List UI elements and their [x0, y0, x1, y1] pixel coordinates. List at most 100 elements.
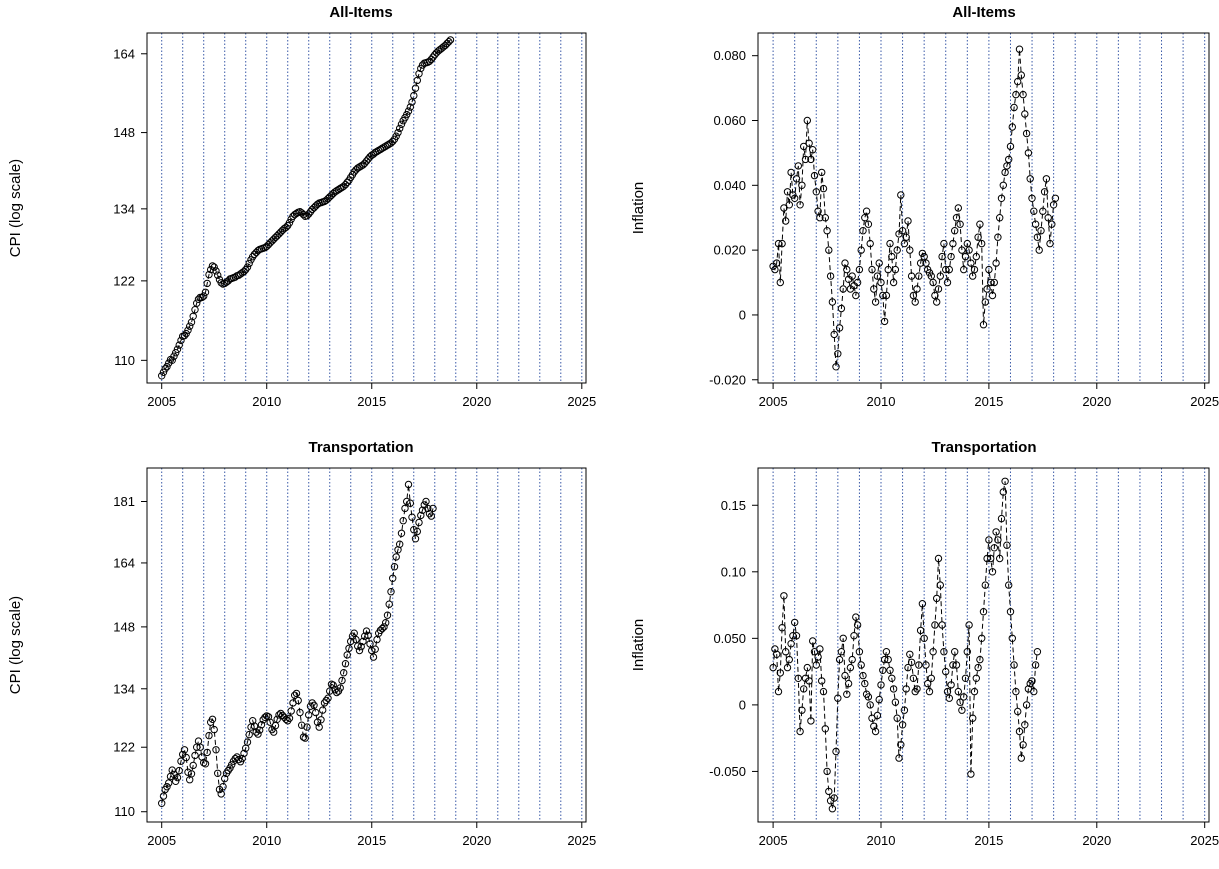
- data-point: [862, 207, 871, 215]
- data-point: [1037, 227, 1045, 235]
- data-point: [776, 669, 784, 677]
- data-point: [298, 721, 306, 729]
- data-point: [920, 634, 928, 642]
- data-point: [884, 655, 892, 664]
- plot-frame: [757, 467, 1210, 823]
- data-point: [294, 696, 302, 705]
- x-tick-label-2015: 2015: [974, 394, 1003, 409]
- data-point: [783, 188, 792, 196]
- data-point: [292, 689, 301, 698]
- data-point: [778, 239, 786, 248]
- series-line: [772, 481, 1038, 809]
- data-point: [208, 262, 217, 270]
- data-point: [322, 696, 330, 705]
- data-point: [852, 291, 860, 300]
- data-point: [308, 699, 316, 707]
- data-point: [943, 278, 952, 287]
- data-point: [1030, 207, 1038, 215]
- data-point: [212, 746, 220, 754]
- data-point: [221, 774, 229, 783]
- x-tick-label-2010: 2010: [252, 833, 281, 848]
- data-point: [177, 757, 185, 765]
- data-point: [963, 239, 971, 248]
- data-point: [317, 716, 325, 724]
- data-point: [387, 588, 395, 596]
- data-point: [168, 766, 176, 774]
- data-point: [969, 272, 977, 280]
- data-point: [942, 667, 950, 676]
- data-point: [787, 168, 795, 177]
- data-point: [1031, 220, 1040, 228]
- data-point: [1006, 608, 1015, 616]
- data-point: [158, 799, 166, 807]
- data-point: [203, 279, 211, 288]
- data-point: [978, 634, 986, 642]
- data-point: [782, 217, 790, 225]
- data-point: [810, 171, 819, 180]
- data-point: [403, 497, 411, 506]
- x-tick-label-2005: 2005: [759, 394, 788, 409]
- data-point: [418, 506, 427, 514]
- data-point: [934, 554, 943, 563]
- data-point: [915, 661, 923, 669]
- data-point: [380, 623, 388, 631]
- data-point: [826, 272, 835, 280]
- data-point: [1010, 661, 1018, 669]
- data-point: [368, 646, 376, 655]
- x-tick-label-2010: 2010: [867, 833, 896, 848]
- data-point: [902, 685, 910, 693]
- data-point: [268, 237, 276, 245]
- data-point: [965, 246, 973, 254]
- data-point: [859, 227, 867, 235]
- y-tick-label-0-040: 0.040: [713, 178, 746, 193]
- data-point: [378, 624, 386, 633]
- y-tick-label-0-020: 0.020: [713, 243, 746, 258]
- data-point: [886, 666, 894, 674]
- data-point: [853, 621, 862, 629]
- data-point: [830, 794, 838, 802]
- data-point: [299, 733, 308, 741]
- y-tick-label-134: 134: [113, 681, 135, 696]
- data-point: [922, 661, 930, 669]
- data-point: [888, 252, 896, 261]
- data-point: [389, 574, 397, 582]
- data-point: [282, 715, 290, 723]
- data-point: [864, 693, 873, 701]
- data-point: [866, 701, 874, 709]
- data-point: [396, 540, 404, 548]
- data-point: [411, 84, 420, 92]
- data-point: [184, 768, 192, 776]
- data-point: [888, 674, 896, 682]
- data-point: [936, 272, 944, 280]
- data-point: [970, 265, 979, 274]
- data-point: [389, 137, 397, 146]
- plot-frame: [757, 32, 1210, 384]
- data-point: [205, 731, 213, 740]
- data-point: [816, 214, 824, 222]
- data-point: [830, 330, 838, 339]
- x-tick-label-2005: 2005: [147, 394, 176, 409]
- data-point: [411, 535, 420, 543]
- y-tick-label-0-10: 0.10: [721, 564, 746, 579]
- data-point: [855, 265, 864, 274]
- data-point: [315, 723, 323, 731]
- data-point: [782, 648, 790, 656]
- data-point: [245, 730, 253, 739]
- data-point: [832, 747, 840, 756]
- data-point: [214, 271, 222, 279]
- data-point: [812, 661, 820, 669]
- data-point: [990, 278, 998, 287]
- data-point: [1028, 677, 1036, 685]
- data-point: [823, 227, 831, 235]
- data-point: [907, 272, 916, 280]
- data-point: [243, 263, 252, 271]
- data-point: [934, 285, 943, 293]
- data-point: [201, 288, 210, 296]
- data-point: [429, 504, 437, 513]
- data-point: [809, 637, 817, 645]
- data-point: [1014, 77, 1022, 86]
- data-point: [310, 701, 318, 709]
- data-point: [897, 191, 905, 199]
- data-point: [410, 526, 418, 534]
